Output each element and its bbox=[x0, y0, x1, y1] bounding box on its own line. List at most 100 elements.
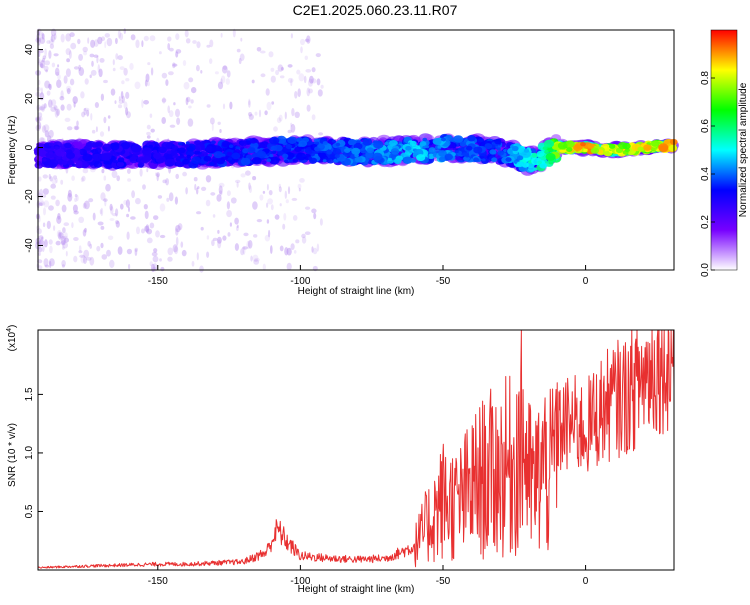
noise-cell bbox=[89, 53, 95, 58]
noise-cell bbox=[49, 258, 55, 267]
ridge-cell bbox=[537, 160, 542, 165]
noise-cell bbox=[134, 247, 138, 252]
noise-cell bbox=[155, 230, 160, 238]
noise-cell bbox=[290, 243, 295, 251]
noise-cell bbox=[196, 211, 202, 215]
noise-cell bbox=[40, 63, 44, 69]
noise-cell bbox=[200, 226, 204, 231]
ridge-cell bbox=[54, 146, 59, 150]
noise-cell bbox=[104, 33, 111, 38]
noise-cell bbox=[127, 178, 132, 182]
noise-cell bbox=[56, 230, 63, 238]
ridge-cell bbox=[409, 140, 417, 147]
noise-cell bbox=[37, 112, 43, 118]
ridge-cell bbox=[583, 148, 588, 153]
noise-cell bbox=[196, 41, 201, 49]
noise-cell bbox=[90, 69, 97, 76]
ridge-cell bbox=[64, 142, 72, 149]
noise-cell bbox=[39, 116, 43, 121]
noise-cell bbox=[165, 79, 169, 86]
noise-cell bbox=[74, 126, 79, 130]
noise-cell bbox=[131, 190, 136, 199]
ridge-cell bbox=[117, 157, 125, 163]
noise-cell bbox=[311, 114, 316, 121]
ridge-cell bbox=[285, 144, 293, 150]
ridge-cell bbox=[269, 136, 280, 145]
noise-cell bbox=[38, 235, 44, 241]
noise-cell bbox=[65, 85, 72, 93]
noise-cell bbox=[169, 124, 176, 128]
noise-cell bbox=[112, 59, 115, 66]
noise-cell bbox=[39, 201, 46, 206]
noise-cell bbox=[50, 28, 57, 37]
noise-cell bbox=[153, 215, 159, 221]
noise-cell bbox=[99, 58, 105, 63]
ridge-cell bbox=[284, 159, 289, 163]
noise-cell bbox=[188, 105, 192, 109]
spectrogram-y-label: Frequency (Hz) bbox=[7, 116, 18, 185]
ridge-cell bbox=[539, 162, 548, 169]
noise-cell bbox=[185, 97, 189, 106]
noise-cell bbox=[210, 192, 216, 196]
ridge-cell bbox=[432, 138, 442, 145]
noise-cell bbox=[280, 67, 284, 71]
noise-cell bbox=[236, 48, 241, 53]
noise-cell bbox=[62, 227, 66, 234]
noise-cell bbox=[44, 264, 50, 268]
noise-cell bbox=[306, 87, 311, 97]
noise-cell bbox=[316, 78, 321, 86]
noise-cell bbox=[155, 172, 157, 176]
noise-cell bbox=[212, 214, 216, 218]
noise-cell bbox=[268, 190, 273, 196]
noise-cell bbox=[42, 222, 46, 228]
ridge-cell bbox=[573, 144, 583, 152]
noise-cell bbox=[245, 170, 251, 176]
ridge-cell bbox=[182, 158, 190, 165]
noise-cell bbox=[206, 104, 211, 108]
ridge-cell bbox=[310, 153, 316, 157]
noise-cell bbox=[103, 175, 107, 181]
noise-cell bbox=[117, 29, 121, 39]
ridge-cell bbox=[438, 150, 447, 157]
noise-cell bbox=[72, 204, 78, 213]
ridge-cell bbox=[516, 161, 524, 168]
noise-cell bbox=[59, 96, 65, 101]
ridge-cell bbox=[49, 151, 54, 155]
noise-cell bbox=[240, 37, 243, 42]
noise-cell bbox=[38, 202, 43, 206]
noise-cell bbox=[186, 96, 191, 103]
noise-cell bbox=[152, 263, 158, 270]
noise-cell bbox=[183, 81, 190, 90]
noise-cell bbox=[76, 120, 79, 127]
ridge-cell bbox=[511, 145, 519, 152]
noise-cell bbox=[285, 199, 289, 204]
noise-cell bbox=[119, 66, 125, 70]
ridge-cell bbox=[137, 156, 147, 164]
noise-cell bbox=[290, 33, 293, 39]
noise-cell bbox=[101, 168, 105, 174]
noise-cell bbox=[236, 226, 239, 231]
noise-cell bbox=[48, 129, 54, 138]
ridge-cell bbox=[242, 148, 250, 154]
noise-cell bbox=[57, 231, 62, 240]
noise-cell bbox=[100, 192, 106, 201]
noise-cell bbox=[229, 101, 233, 110]
noise-cell bbox=[49, 38, 55, 45]
noise-cell bbox=[129, 62, 134, 71]
noise-cell bbox=[109, 203, 113, 211]
noise-cell bbox=[105, 183, 111, 192]
noise-cell bbox=[73, 210, 79, 215]
ridge-cell bbox=[251, 157, 262, 165]
noise-cell bbox=[59, 236, 65, 240]
colorbar-tick-label: 0.4 bbox=[700, 167, 711, 181]
noise-cell bbox=[82, 202, 87, 209]
noise-cell bbox=[73, 255, 78, 263]
noise-cell bbox=[97, 64, 101, 73]
ridge-cell bbox=[388, 140, 398, 147]
ridge-cell bbox=[428, 147, 436, 153]
noise-cell bbox=[185, 187, 188, 195]
noise-cell bbox=[125, 107, 129, 116]
colorbar-gradient bbox=[711, 30, 737, 270]
noise-cell bbox=[49, 245, 53, 254]
